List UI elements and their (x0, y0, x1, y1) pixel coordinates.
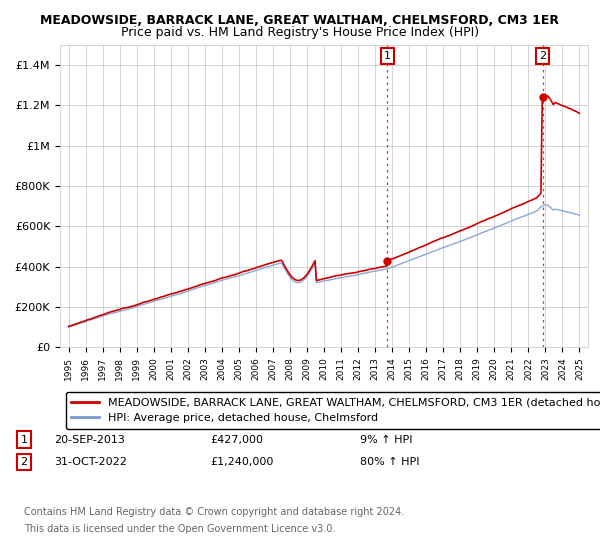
Text: 1: 1 (20, 435, 28, 445)
Text: 2: 2 (20, 457, 28, 467)
Text: £1,240,000: £1,240,000 (210, 457, 274, 467)
Text: 2: 2 (539, 51, 546, 61)
Text: £427,000: £427,000 (210, 435, 263, 445)
Text: Contains HM Land Registry data © Crown copyright and database right 2024.: Contains HM Land Registry data © Crown c… (24, 507, 404, 517)
Text: 9% ↑ HPI: 9% ↑ HPI (360, 435, 413, 445)
Text: This data is licensed under the Open Government Licence v3.0.: This data is licensed under the Open Gov… (24, 524, 335, 534)
Text: 1: 1 (384, 51, 391, 61)
Text: 20-SEP-2013: 20-SEP-2013 (54, 435, 125, 445)
Legend: MEADOWSIDE, BARRACK LANE, GREAT WALTHAM, CHELMSFORD, CM3 1ER (detached ho, HPI: : MEADOWSIDE, BARRACK LANE, GREAT WALTHAM,… (65, 392, 600, 429)
Text: Price paid vs. HM Land Registry's House Price Index (HPI): Price paid vs. HM Land Registry's House … (121, 26, 479, 39)
Text: 31-OCT-2022: 31-OCT-2022 (54, 457, 127, 467)
Text: MEADOWSIDE, BARRACK LANE, GREAT WALTHAM, CHELMSFORD, CM3 1ER: MEADOWSIDE, BARRACK LANE, GREAT WALTHAM,… (41, 14, 560, 27)
Text: 80% ↑ HPI: 80% ↑ HPI (360, 457, 419, 467)
